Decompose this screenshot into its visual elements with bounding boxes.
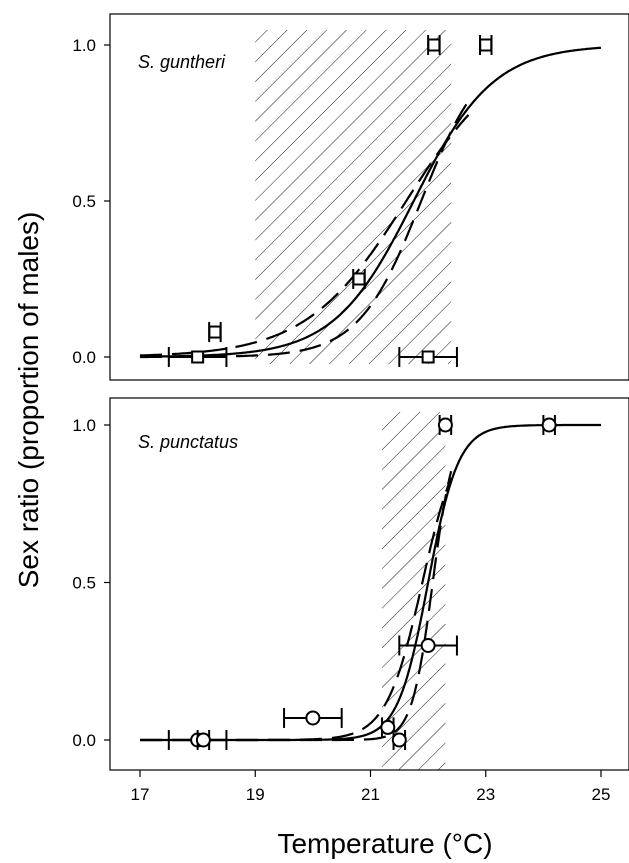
y-axis-title: Sex ratio (proportion of males) — [13, 212, 44, 589]
bottom-panel-plot — [140, 412, 601, 770]
data-point — [391, 732, 407, 748]
x-tick-label: 17 — [131, 785, 150, 804]
data-point — [437, 417, 453, 433]
data-point — [208, 325, 222, 339]
top-panel-frame — [109, 13, 629, 381]
data-point — [541, 417, 557, 433]
data-point — [305, 710, 321, 726]
x-tick-label: 19 — [246, 785, 265, 804]
top-panel-plot — [139, 30, 602, 367]
hatched-range — [255, 30, 452, 364]
x-tick-label: 21 — [361, 785, 380, 804]
top-panel-species-label: S. guntheri — [138, 52, 226, 72]
y-tick-label: 0.5 — [72, 192, 96, 211]
data-point — [380, 719, 396, 735]
fit-curve — [140, 423, 601, 742]
x-tick-label: 25 — [592, 785, 611, 804]
y-tick-label: 0.0 — [72, 731, 96, 750]
data-point — [352, 272, 366, 286]
data-point — [421, 350, 435, 364]
x-axis-title: Temperature (°C) — [277, 828, 492, 859]
data-point — [479, 38, 493, 52]
data-point — [191, 350, 205, 364]
x-tick-label: 23 — [476, 785, 495, 804]
hatched-range — [382, 412, 446, 770]
ci-lower-curve — [140, 100, 470, 359]
y-tick-label: 1.0 — [72, 36, 96, 55]
fit-curve — [140, 46, 602, 358]
y-tick-label: 0.5 — [72, 574, 96, 593]
data-point — [420, 638, 436, 653]
ci-upper-curve — [139, 114, 470, 357]
data-point — [427, 38, 441, 52]
bottom-panel-frame — [109, 397, 629, 771]
data-point — [195, 732, 211, 748]
bottom-panel-species-label: S. punctatus — [138, 432, 238, 452]
axes: 0.0 0.5 1.0 0.0 0.5 1.0 17 19 21 23 25 — [72, 36, 610, 804]
y-tick-label: 1.0 — [72, 416, 96, 435]
y-tick-label: 0.0 — [72, 348, 96, 367]
